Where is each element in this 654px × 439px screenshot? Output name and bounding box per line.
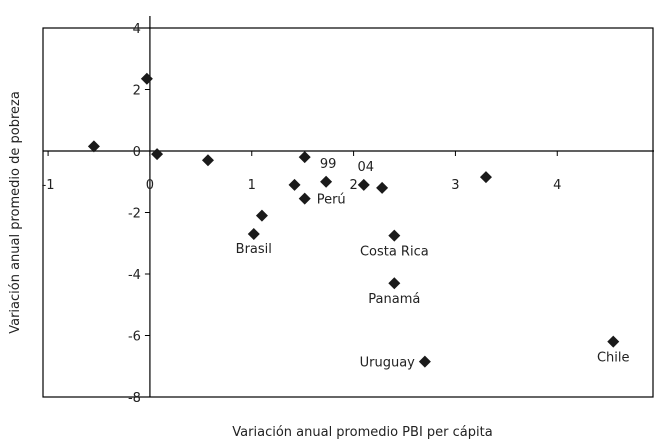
x-tick-label: 4 xyxy=(553,178,561,193)
data-point xyxy=(151,148,164,161)
data-point xyxy=(255,209,268,222)
x-tick-label: 1 xyxy=(248,178,256,193)
data-point xyxy=(320,175,333,188)
point-label: Costa Rica xyxy=(360,245,429,260)
y-tick-label: -2 xyxy=(128,207,141,222)
x-tick-label: 2 xyxy=(349,178,357,193)
data-point xyxy=(376,181,389,194)
x-tick-label: 3 xyxy=(451,178,459,193)
point-label: 99 xyxy=(320,157,337,172)
y-axis-title: Variación anual promedio de pobreza xyxy=(8,91,23,334)
data-point xyxy=(201,154,214,167)
point-label: Uruguay xyxy=(360,356,416,371)
y-tick-label: -8 xyxy=(128,391,141,406)
x-axis-title: Variación anual promedio PBI per cápita xyxy=(232,425,492,439)
point-label: Panamá xyxy=(368,292,420,307)
point-label: Brasil xyxy=(236,242,272,257)
data-point xyxy=(388,277,401,290)
data-point xyxy=(479,171,492,184)
point-label: Perú xyxy=(317,193,346,208)
plot-frame xyxy=(42,27,654,398)
data-point xyxy=(247,228,260,241)
y-tick-label: -4 xyxy=(128,268,141,283)
data-point xyxy=(140,72,153,85)
data-point xyxy=(288,178,301,191)
y-tick-label: -6 xyxy=(128,330,141,345)
point-label: 04 xyxy=(358,160,375,175)
data-point xyxy=(357,178,370,191)
data-point xyxy=(607,335,620,348)
data-point xyxy=(298,192,311,205)
y-tick-label: 0 xyxy=(133,145,141,160)
data-point xyxy=(418,355,431,368)
y-tick-label: 2 xyxy=(133,84,141,99)
data-point xyxy=(298,151,311,164)
data-point xyxy=(388,229,401,242)
point-label: Chile xyxy=(597,351,630,366)
y-tick-label: 4 xyxy=(133,22,141,37)
x-tick-label: -1 xyxy=(42,178,55,193)
data-point xyxy=(87,140,100,153)
x-tick-label: 0 xyxy=(146,178,154,193)
